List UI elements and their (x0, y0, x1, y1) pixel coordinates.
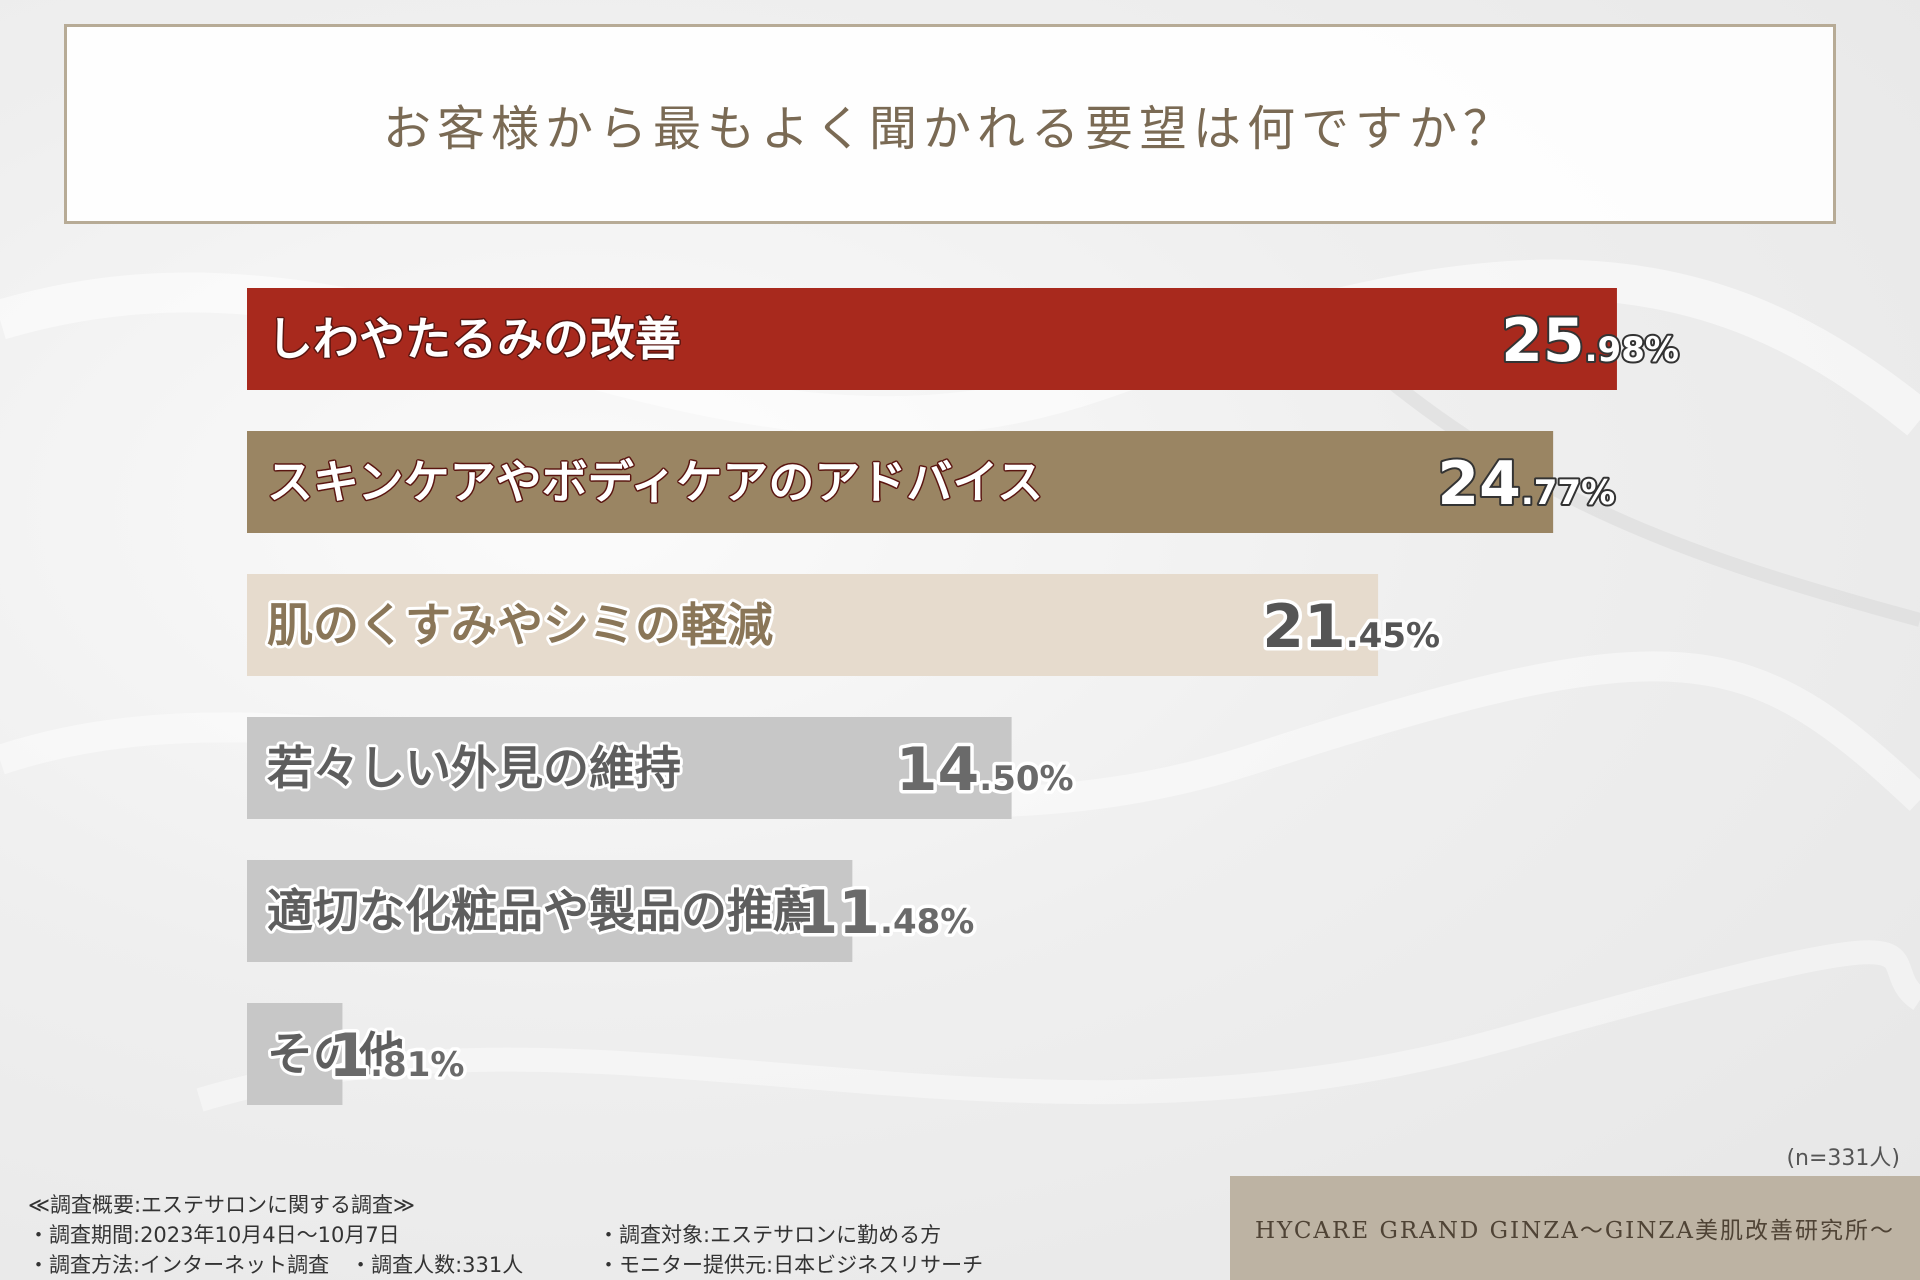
title-box: お客様から最もよく聞かれる要望は何ですか？ (64, 24, 1836, 224)
brand-box: HYCARE GRAND GINZA〜GINZA美肌改善研究所〜 (1230, 1176, 1920, 1280)
bar-5 (247, 860, 853, 962)
bar-label-6: その他 (267, 1027, 405, 1081)
brand-name: HYCARE GRAND GINZA〜GINZA美肌改善研究所〜 (1255, 1218, 1895, 1244)
survey-period: ・調査期間:2023年10月4日〜10月7日 (28, 1223, 400, 1247)
value-label-4: 14.50% (896, 735, 1074, 805)
bar-label-2: スキンケアやボディケアのアドバイス (267, 455, 1043, 509)
bar-label-1: しわやたるみの改善 (267, 312, 681, 366)
bar-3 (247, 574, 1379, 676)
bar-4 (247, 717, 1012, 819)
chart-title: お客様から最もよく聞かれる要望は何ですか？ (382, 101, 1517, 157)
bar-chart: しわやたるみの改善 25.98% スキンケアやボディケアのアドバイス 24.77% 肌の… (247, 288, 1681, 1105)
sample-size-note: (n=331人) (1786, 1146, 1900, 1171)
survey-target: ・調査対象:エステサロンに勤める方 (598, 1223, 942, 1247)
bar-1 (247, 288, 1617, 390)
value-label-6: 1.81% (328, 1021, 464, 1091)
value-label-3: 21.45% (1262, 592, 1440, 662)
value-label-2: 24.77% (1437, 449, 1615, 519)
survey-heading: ≪調査概要:エステサロンに関する調査≫ (28, 1193, 416, 1217)
survey-provider: ・モニター提供元:日本ビジネスリサーチ (598, 1253, 984, 1277)
bar-2 (247, 431, 1554, 533)
survey-method: ・調査方法:インターネット調査 ・調査人数:331人 (28, 1253, 524, 1277)
bar-label-5: 適切な化粧品や製品の推薦 (267, 884, 819, 938)
survey-col2: ・調査対象:エステサロンに勤める方 ・モニター提供元:日本ビジネスリサーチ (598, 1220, 1118, 1280)
bar-6 (247, 1003, 343, 1105)
survey-summary: ≪調査概要:エステサロンに関する調査≫ ・調査期間:2023年10月4日〜10月… (28, 1190, 983, 1280)
bar-label-3: 肌のくすみやシミの軽減 (267, 598, 773, 652)
bar-label-4: 若々しい外見の維持 (267, 741, 681, 795)
value-label-1: 25.98% (1501, 306, 1679, 376)
value-label-5: 11.48% (797, 878, 975, 948)
